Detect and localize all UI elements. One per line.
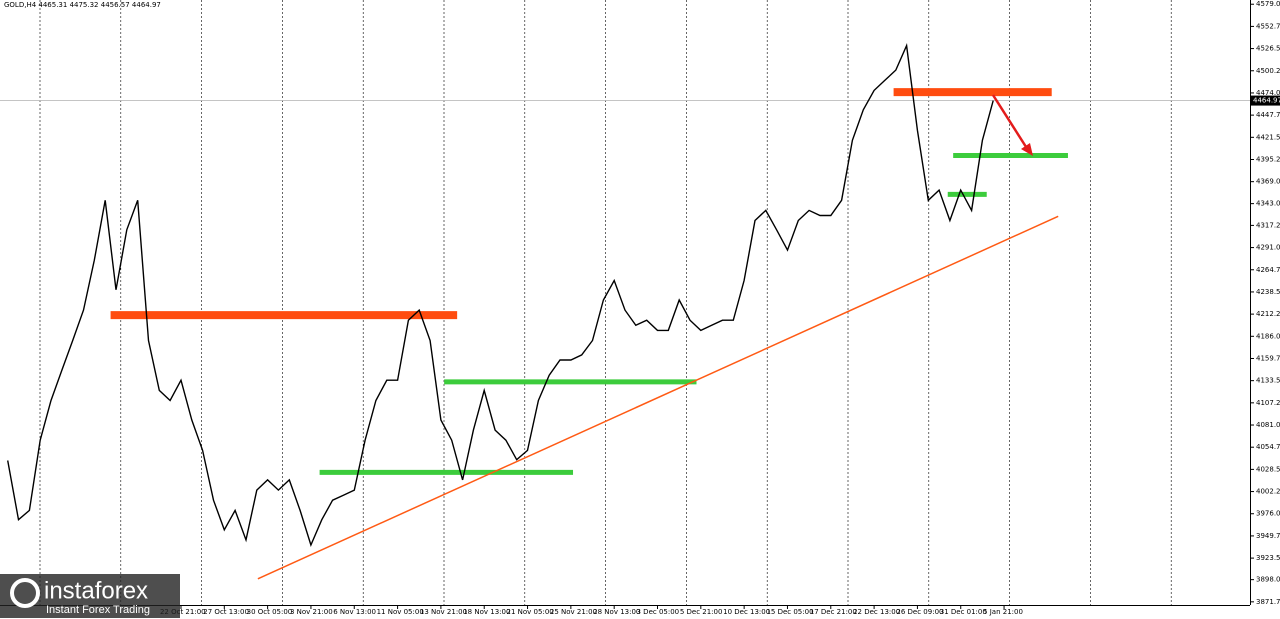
y-tick-label: 3871.75 (1256, 598, 1280, 606)
arrow (991, 94, 1030, 151)
y-tick-label: 4395.25 (1256, 155, 1280, 163)
y-tick-label: 4028.50 (1256, 465, 1280, 473)
x-tick-label: 11 Nov 05:00 (377, 608, 424, 616)
x-tick-label: 21 Nov 05:00 (507, 608, 554, 616)
y-tick-label: 4186.00 (1256, 332, 1280, 340)
x-tick-label: 6 Nov 13:00 (333, 608, 376, 616)
y-tick-label: 4552.75 (1256, 22, 1280, 30)
brand: instaforex (44, 577, 148, 604)
y-tick-label: 4107.25 (1256, 399, 1280, 407)
y-tick-label: 4002.25 (1256, 488, 1280, 496)
x-tick-label: 15 Dec 05:00 (766, 608, 813, 616)
x-tick-label: 5 Jan 21:00 (983, 608, 1023, 616)
y-tick-label: 3898.00 (1256, 576, 1280, 584)
y-tick-label: 4474.00 (1256, 89, 1280, 97)
chart-title: GOLD,H4 4465.31 4475.32 4456.57 4464.97 (4, 1, 161, 9)
y-tick-label: 4500.25 (1256, 67, 1280, 75)
x-tick-label: 5 Dec 21:00 (680, 608, 723, 616)
y-tick-label: 4579.00 (1256, 0, 1280, 8)
arrow-head (1021, 143, 1033, 156)
y-tick-label: 4343.00 (1256, 200, 1280, 208)
y-tick-label: 4447.75 (1256, 111, 1280, 119)
price-line (7, 43, 994, 548)
x-tick-label: 27 Oct 13:00 (203, 608, 249, 616)
x-tick-label: 13 Nov 21:00 (420, 608, 467, 616)
y-tick-label: 4526.50 (1256, 45, 1280, 53)
y-tick-label: 4421.50 (1256, 133, 1280, 141)
y-tick-label: 4133.50 (1256, 377, 1280, 385)
x-tick-label: 22 Dec 13:00 (853, 608, 900, 616)
y-tick-label: 3923.50 (1256, 554, 1280, 562)
y-tick-label: 4264.75 (1256, 266, 1280, 274)
y-tick-label: 4317.25 (1256, 221, 1280, 229)
y-tick-label: 4291.00 (1256, 244, 1280, 252)
logo-icon (10, 578, 40, 608)
brand-tagline: Instant Forex Trading (46, 604, 150, 616)
y-tick-label: 4081.00 (1256, 421, 1280, 429)
x-tick-label: 3 Nov 21:00 (290, 608, 333, 616)
x-tick-label: 25 Nov 21:00 (550, 608, 597, 616)
x-tick-label: 28 Nov 13:00 (593, 608, 640, 616)
x-tick-label: 22 Oct 21:00 (160, 608, 206, 616)
y-tick-label: 4159.75 (1256, 354, 1280, 362)
y-tick-label: 4054.75 (1256, 443, 1280, 451)
x-tick-label: 31 Dec 01:00 (940, 608, 987, 616)
current-price-label: 4464.97 (1253, 97, 1280, 105)
y-tick-label: 3976.00 (1256, 510, 1280, 518)
y-tick-label: 4238.50 (1256, 288, 1280, 296)
y-tick-label: 4212.25 (1256, 310, 1280, 318)
x-tick-label: 18 Nov 13:00 (463, 608, 510, 616)
current-price-box (1251, 95, 1280, 106)
x-tick-label: 30 Oct 05:00 (247, 608, 293, 616)
x-tick-label: 10 Dec 13:00 (723, 608, 770, 616)
y-tick-label: 4369.00 (1256, 178, 1280, 186)
trendline (257, 215, 1059, 580)
y-tick-label: 3949.75 (1256, 532, 1280, 540)
x-tick-label: 26 Dec 09:00 (896, 608, 943, 616)
x-tick-label: 3 Dec 05:00 (637, 608, 680, 616)
x-tick-label: 17 Dec 21:00 (810, 608, 857, 616)
logo: instaforex Instant Forex Trading (0, 574, 180, 618)
